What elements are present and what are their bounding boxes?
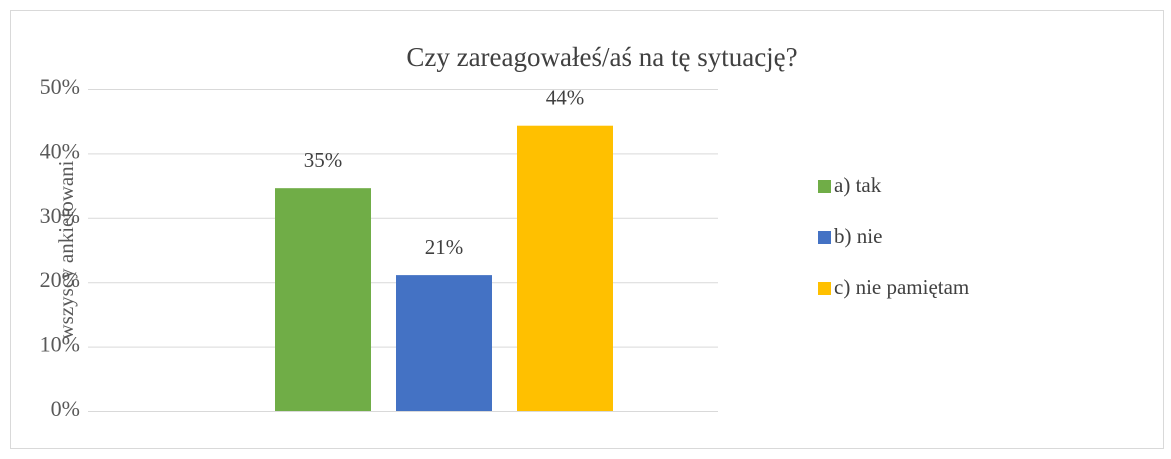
legend-swatch bbox=[818, 282, 831, 295]
y-tick-label: 0% bbox=[51, 396, 80, 421]
legend-swatch bbox=[818, 231, 831, 244]
legend-label: a) tak bbox=[834, 173, 882, 197]
bar bbox=[517, 125, 613, 411]
bar bbox=[396, 275, 492, 411]
y-tick-label: 20% bbox=[40, 267, 80, 292]
legend-label: b) nie bbox=[834, 224, 882, 248]
data-label: 21% bbox=[425, 235, 464, 259]
y-axis-label: wszyscy ankietowani bbox=[54, 160, 78, 339]
y-tick-label: 50% bbox=[40, 74, 80, 99]
data-label: 35% bbox=[304, 148, 343, 172]
bar bbox=[275, 188, 371, 411]
legend-label: c) nie pamiętam bbox=[834, 275, 969, 299]
data-label: 44% bbox=[546, 86, 585, 110]
y-tick-label: 10% bbox=[40, 332, 80, 357]
y-tick-label: 40% bbox=[40, 138, 80, 163]
chart-title: Czy zareagowałeś/aś na tę sytuację? bbox=[406, 42, 797, 72]
y-tick-label: 30% bbox=[40, 203, 80, 228]
legend-swatch bbox=[818, 180, 831, 193]
